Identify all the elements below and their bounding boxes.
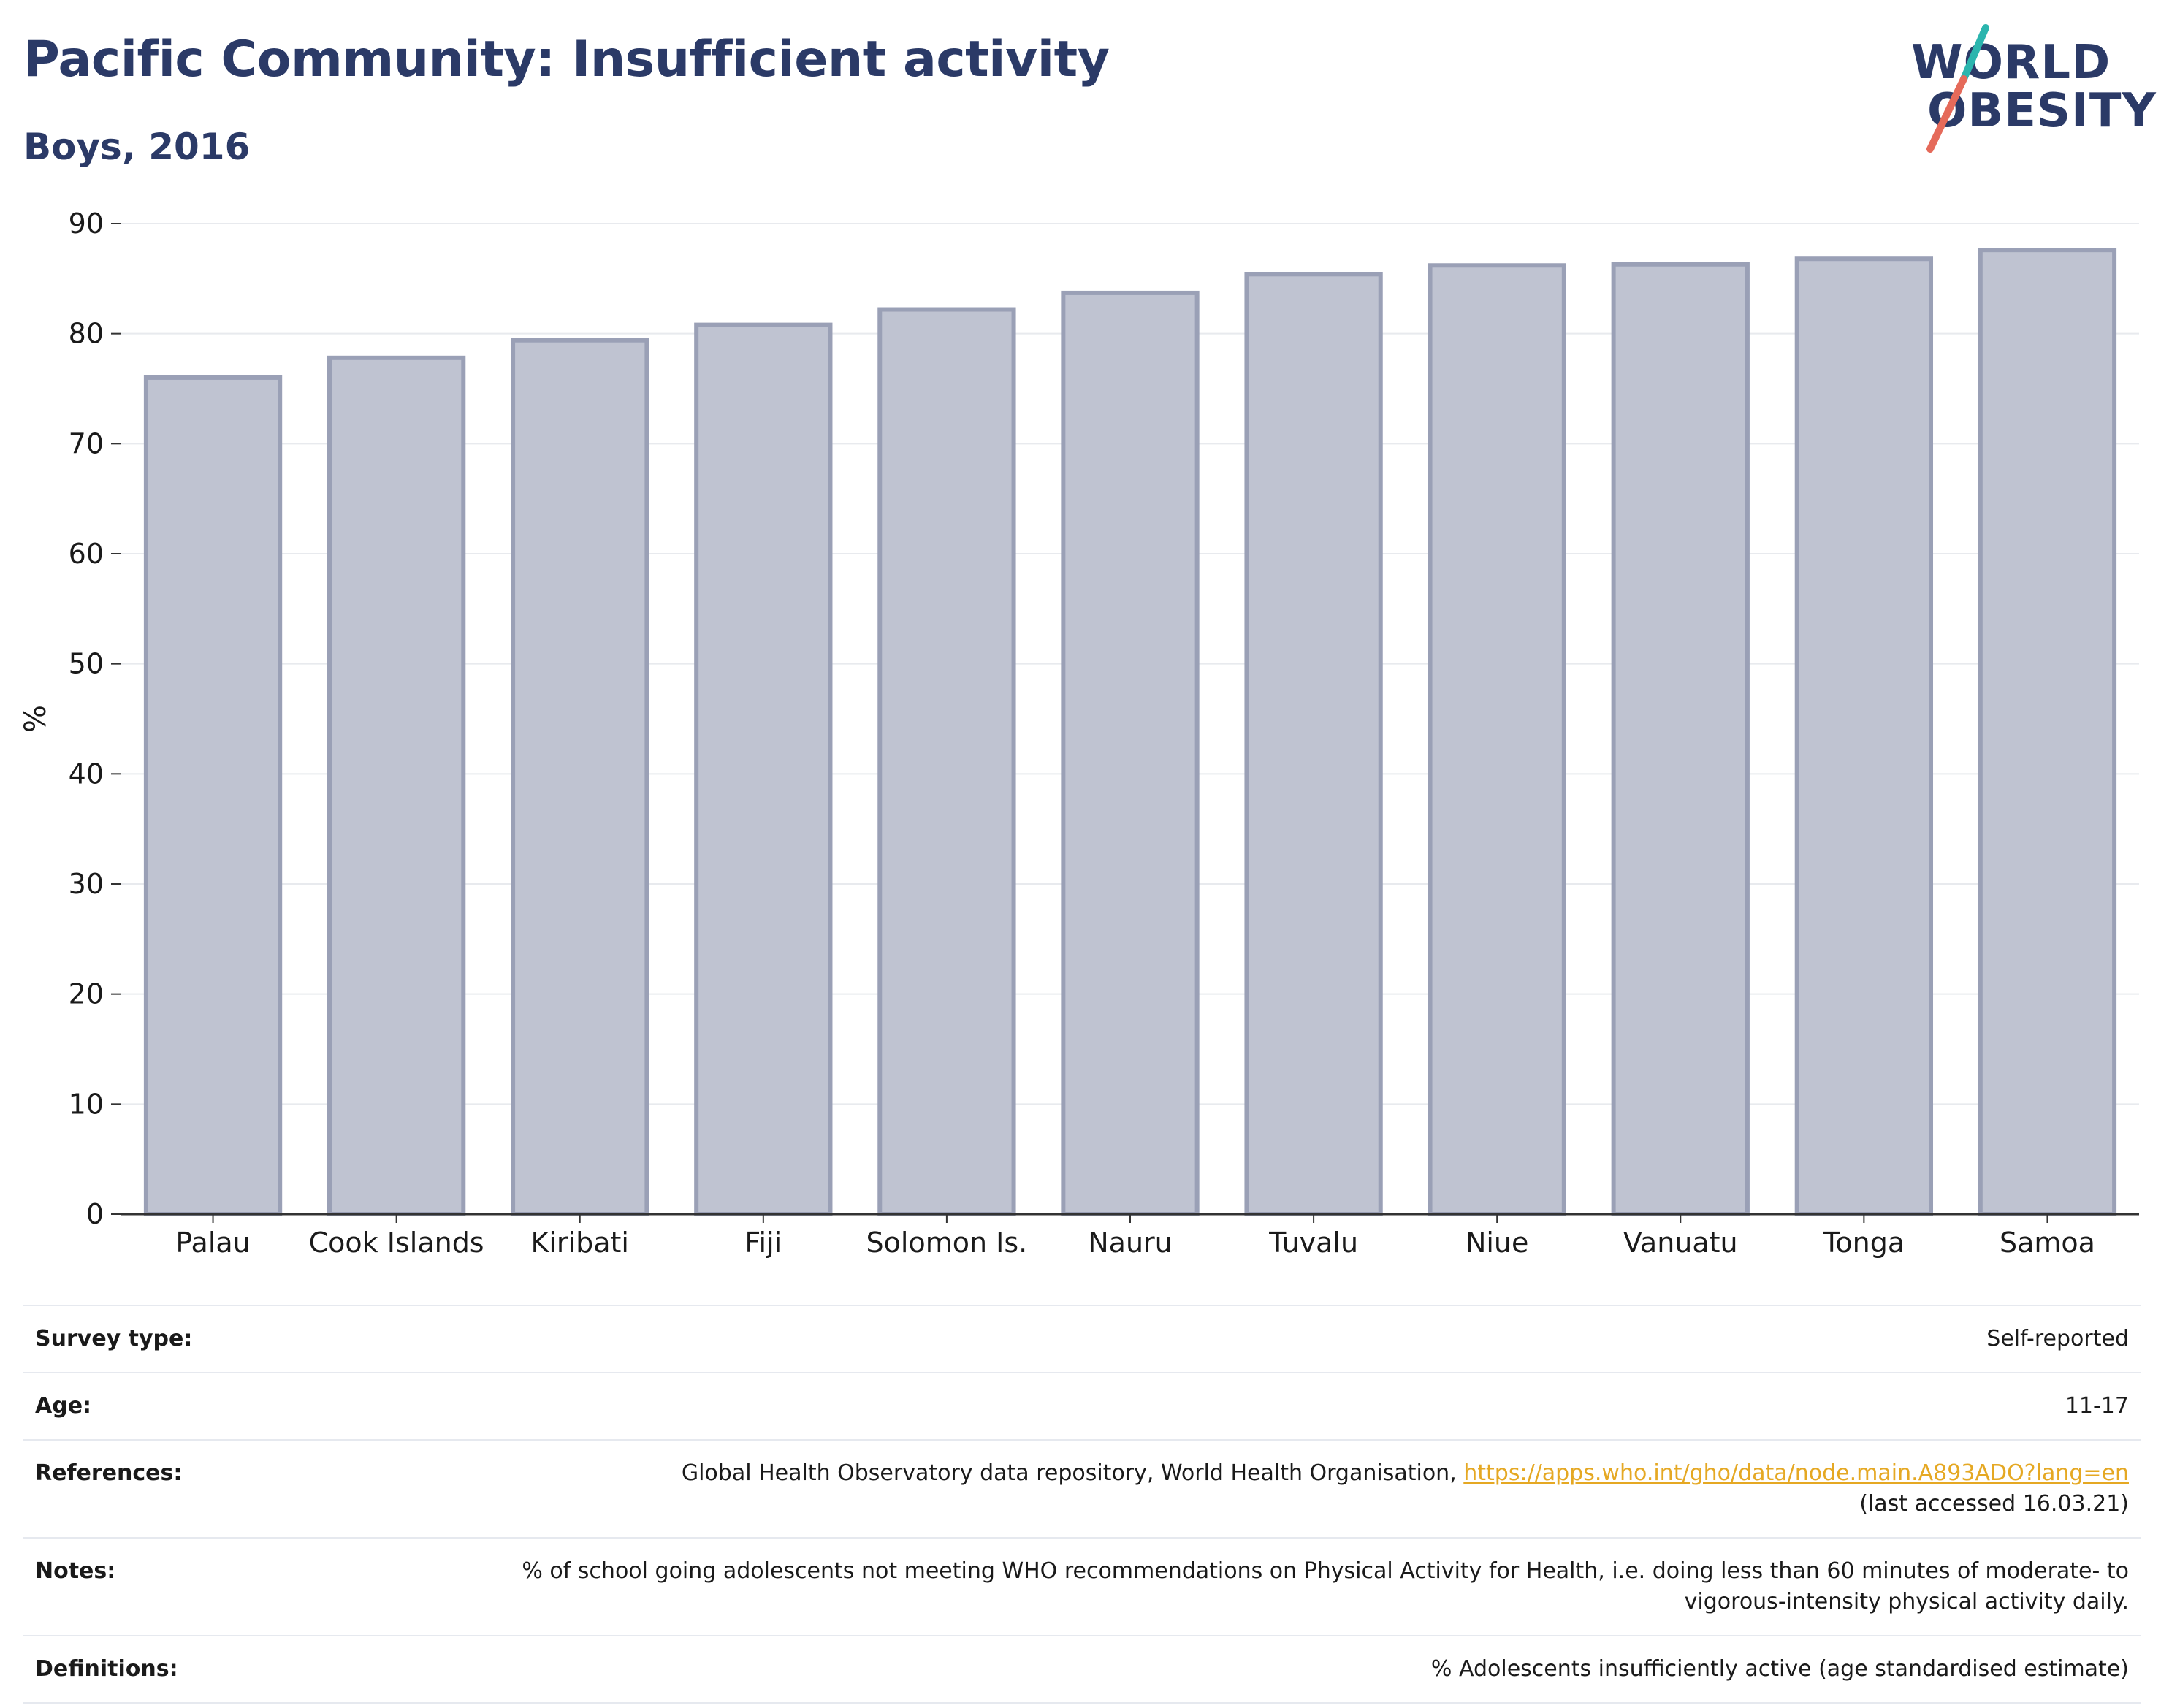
- logo-word-world: WORLD: [1911, 36, 2111, 90]
- metadata-row-notes: Notes: % of school going adolescents not…: [23, 1538, 2141, 1636]
- x-tick-label: Fiji: [744, 1227, 782, 1259]
- metadata-value: % of school going adolescents not meetin…: [522, 1558, 2129, 1614]
- logo-slash-icon: [1926, 24, 1989, 153]
- reference-accessed: (last accessed 16.03.21): [1859, 1491, 2129, 1517]
- metadata-row-survey-type: Survey type: Self-reported: [23, 1305, 2141, 1373]
- x-axis-ticks: Palau Cook Islands Kiribati Fiji Solomon Is.…: [175, 1214, 2095, 1259]
- bar-tuvalu: [1244, 272, 1383, 1217]
- bar-palau: [143, 375, 283, 1216]
- x-tick-label: Solomon Is.: [866, 1227, 1028, 1259]
- y-tick-label: 10: [69, 1088, 104, 1120]
- metadata-row-references: References: Global Health Observatory da…: [23, 1440, 2141, 1538]
- world-obesity-logo: WORLD OBESITY: [1899, 20, 2156, 159]
- x-tick-label: Kiribati: [530, 1227, 629, 1259]
- bar-samoa: [1978, 248, 2117, 1216]
- metadata-value: Global Health Observatory data repositor…: [456, 1440, 2141, 1538]
- metadata-key: Age:: [35, 1393, 92, 1419]
- y-axis-label: %: [19, 705, 53, 733]
- y-tick-label: 40: [69, 758, 104, 790]
- x-tick-label: Samoa: [2000, 1227, 2095, 1259]
- y-tick-label: 30: [69, 868, 104, 900]
- bar-fiji: [694, 322, 833, 1217]
- x-tick-label: Vanuatu: [1623, 1227, 1738, 1259]
- metadata-key: Notes:: [35, 1558, 116, 1584]
- x-tick-label: Nauru: [1088, 1227, 1173, 1259]
- y-tick-label: 0: [86, 1198, 104, 1230]
- bar-chart: 0 10 20 30 40 50 60 70 80 90 Palau Cook Islands Kir…: [19, 207, 2139, 1259]
- metadata-row-age: Age: 11-17: [23, 1373, 2141, 1440]
- metadata-value: 11-17: [2065, 1393, 2129, 1419]
- x-tick-label: Palau: [175, 1227, 250, 1259]
- bar-kiribati: [511, 338, 649, 1216]
- bar-cook-islands: [327, 355, 466, 1216]
- metadata-table: Survey type: Self-reported Age: 11-17 Re…: [23, 1305, 2141, 1704]
- metadata-key: Survey type:: [35, 1326, 193, 1351]
- x-tick-label: Niue: [1466, 1227, 1528, 1259]
- bar-niue: [1428, 263, 1566, 1217]
- metadata-key: References:: [35, 1460, 183, 1486]
- metadata-key: Definitions:: [35, 1656, 178, 1682]
- bar-nauru: [1061, 290, 1200, 1216]
- bar-vanuatu: [1611, 262, 1750, 1216]
- logo-word-obesity: OBESITY: [1927, 84, 2157, 138]
- reference-link[interactable]: https://apps.who.int/gho/data/node.main.…: [1463, 1460, 2129, 1486]
- x-tick-label: Tuvalu: [1268, 1227, 1358, 1259]
- chart-subtitle: Boys, 2016: [23, 126, 251, 168]
- bar-tonga: [1794, 256, 1934, 1216]
- metadata-value: Self-reported: [1986, 1326, 2129, 1351]
- bar-solomon-is: [877, 307, 1016, 1216]
- chart-title: Pacific Community: Insufficient activity: [23, 31, 1110, 88]
- y-axis-ticks: 0 10 20 30 40 50 60 70 80 90: [69, 207, 121, 1230]
- x-tick-label: Tonga: [1823, 1227, 1905, 1259]
- y-tick-label: 60: [69, 538, 104, 570]
- y-tick-label: 90: [69, 207, 104, 240]
- metadata-row-definitions: Definitions: % Adolescents insufficientl…: [23, 1636, 2141, 1703]
- bars: [143, 248, 2117, 1217]
- y-tick-label: 20: [69, 978, 104, 1010]
- reference-text: Global Health Observatory data repositor…: [681, 1460, 1464, 1486]
- y-tick-label: 70: [69, 427, 104, 460]
- x-tick-label: Cook Islands: [309, 1227, 484, 1259]
- y-tick-label: 80: [69, 318, 104, 350]
- metadata-value: % Adolescents insufficiently active (age…: [1430, 1656, 2129, 1682]
- y-tick-label: 50: [69, 648, 104, 680]
